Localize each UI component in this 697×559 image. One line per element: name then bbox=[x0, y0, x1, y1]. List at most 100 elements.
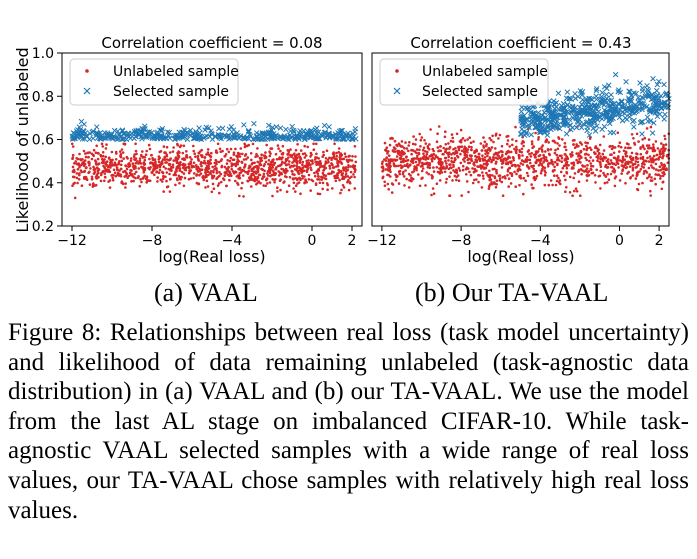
unlabeled-point bbox=[447, 142, 450, 145]
unlabeled-point bbox=[261, 177, 264, 180]
unlabeled-point bbox=[250, 158, 253, 162]
selected-point bbox=[547, 110, 553, 116]
unlabeled-point bbox=[311, 162, 314, 165]
unlabeled-point bbox=[404, 141, 407, 144]
unlabeled-point bbox=[225, 184, 228, 188]
unlabeled-point bbox=[470, 148, 473, 152]
selected-point bbox=[332, 131, 339, 137]
unlabeled-point bbox=[661, 151, 665, 154]
unlabeled-point bbox=[598, 174, 602, 178]
unlabeled-point bbox=[177, 154, 181, 158]
unlabeled-point bbox=[615, 160, 619, 164]
unlabeled-point bbox=[280, 172, 284, 176]
unlabeled-point bbox=[251, 172, 255, 176]
unlabeled-point bbox=[660, 147, 663, 151]
unlabeled-point bbox=[635, 171, 639, 175]
unlabeled-point bbox=[654, 162, 658, 166]
unlabeled-point bbox=[666, 161, 670, 165]
unlabeled-point bbox=[294, 156, 298, 160]
x-tick-label: 0 bbox=[615, 233, 624, 249]
unlabeled-point bbox=[244, 158, 248, 161]
unlabeled-point bbox=[353, 167, 356, 171]
unlabeled-point bbox=[403, 184, 406, 187]
unlabeled-point bbox=[273, 180, 276, 184]
unlabeled-point bbox=[262, 172, 266, 176]
unlabeled-point bbox=[264, 160, 268, 164]
unlabeled-point bbox=[625, 154, 629, 158]
unlabeled-point bbox=[278, 156, 281, 159]
charts-figure: Correlation coefficient = 0.08 −12 −8 −4 0 2… bbox=[13, 34, 672, 266]
unlabeled-point bbox=[536, 158, 540, 162]
unlabeled-point bbox=[73, 196, 77, 200]
unlabeled-point bbox=[657, 173, 661, 176]
unlabeled-point bbox=[266, 169, 270, 173]
unlabeled-point bbox=[494, 147, 497, 150]
unlabeled-point bbox=[517, 167, 520, 170]
unlabeled-point bbox=[161, 180, 164, 183]
unlabeled-point bbox=[342, 177, 346, 180]
unlabeled-point bbox=[426, 166, 430, 169]
unlabeled-point bbox=[303, 181, 306, 185]
unlabeled-point bbox=[92, 165, 95, 169]
unlabeled-point bbox=[292, 181, 296, 185]
unlabeled-point bbox=[659, 168, 662, 172]
unlabeled-point bbox=[559, 170, 563, 174]
unlabeled-point bbox=[534, 169, 538, 173]
unlabeled-point bbox=[444, 143, 448, 146]
unlabeled-point bbox=[124, 164, 127, 167]
unlabeled-point bbox=[596, 159, 599, 162]
unlabeled-point bbox=[335, 157, 339, 161]
unlabeled-point bbox=[117, 162, 120, 166]
unlabeled-point bbox=[556, 156, 560, 160]
unlabeled-point bbox=[321, 155, 325, 158]
unlabeled-point bbox=[411, 159, 415, 162]
unlabeled-point bbox=[663, 147, 666, 151]
unlabeled-point bbox=[563, 145, 566, 149]
selected-point bbox=[216, 125, 222, 132]
unlabeled-point bbox=[604, 175, 608, 178]
figure-caption: Figure 8: Relationships between real los… bbox=[8, 319, 689, 524]
unlabeled-point bbox=[490, 138, 493, 142]
selected-point bbox=[102, 130, 108, 136]
selected-point bbox=[164, 129, 171, 135]
unlabeled-point bbox=[236, 183, 240, 186]
selected-point bbox=[290, 127, 297, 134]
scatter-plot-vaal: Correlation coefficient = 0.08 −12 −8 −4 0 2… bbox=[13, 34, 363, 266]
unlabeled-point bbox=[344, 166, 348, 169]
unlabeled-point bbox=[532, 167, 535, 171]
unlabeled-point bbox=[505, 151, 509, 154]
unlabeled-point bbox=[612, 146, 616, 149]
unlabeled-point bbox=[354, 160, 358, 164]
unlabeled-point bbox=[631, 174, 635, 177]
selected-point bbox=[133, 129, 140, 135]
selected-point bbox=[314, 130, 320, 137]
unlabeled-point bbox=[579, 141, 582, 144]
unlabeled-point bbox=[602, 149, 606, 152]
unlabeled-point bbox=[488, 176, 492, 179]
unlabeled-point bbox=[534, 152, 538, 156]
unlabeled-point bbox=[455, 132, 459, 136]
unlabeled-point bbox=[287, 163, 291, 166]
unlabeled-point bbox=[149, 166, 152, 169]
unlabeled-point bbox=[122, 157, 125, 160]
selected-point bbox=[635, 94, 642, 101]
unlabeled-point bbox=[97, 175, 100, 179]
unlabeled-point bbox=[258, 163, 262, 167]
unlabeled-point bbox=[128, 162, 131, 165]
unlabeled-point bbox=[189, 177, 193, 180]
unlabeled-point bbox=[654, 182, 657, 186]
unlabeled-point bbox=[465, 173, 468, 176]
unlabeled-point bbox=[606, 181, 609, 184]
unlabeled-point bbox=[652, 154, 656, 158]
unlabeled-point bbox=[277, 147, 280, 150]
unlabeled-point bbox=[91, 183, 95, 187]
unlabeled-point bbox=[418, 161, 421, 164]
unlabeled-point bbox=[546, 148, 550, 151]
unlabeled-point bbox=[192, 176, 195, 180]
selected-point bbox=[586, 132, 593, 138]
unlabeled-point bbox=[447, 159, 450, 162]
unlabeled-point bbox=[264, 184, 268, 188]
legend-label: Selected sample bbox=[422, 84, 538, 100]
selected-point bbox=[579, 92, 585, 98]
unlabeled-point bbox=[631, 168, 635, 172]
